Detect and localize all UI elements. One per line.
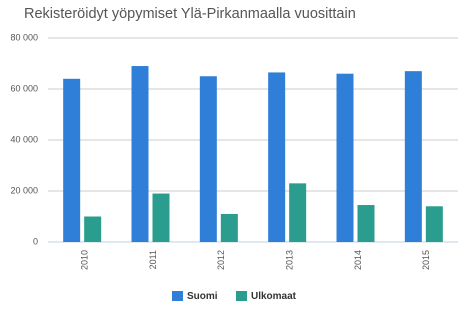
bar (404, 71, 422, 243)
legend-swatch (172, 291, 183, 301)
bar (336, 73, 354, 242)
bar (131, 66, 149, 242)
bar (152, 193, 170, 242)
bar (268, 72, 286, 242)
bar (289, 183, 307, 242)
x-tick-label: 2010 (80, 250, 90, 270)
bar (220, 213, 238, 242)
y-tick-label: 80 000 (10, 32, 38, 42)
y-tick-label: 60 000 (10, 83, 38, 93)
legend-swatch (236, 291, 247, 301)
x-tick-label: 2015 (421, 250, 431, 270)
x-tick-label: 2011 (148, 250, 158, 269)
x-tick-label: 2013 (285, 250, 295, 270)
bar (425, 206, 443, 242)
x-tick-label: 2012 (216, 250, 226, 270)
y-tick-label: 40 000 (10, 134, 38, 144)
y-tick-label: 20 000 (10, 185, 38, 195)
legend-label: Ulkomaat (251, 291, 297, 302)
bar (357, 205, 375, 242)
x-tick-label: 2014 (353, 250, 363, 270)
bar (63, 78, 81, 242)
chart-title: Rekisteröidyt yöpymiset Ylä-Pirkanmaalla… (24, 6, 356, 22)
legend-label: Suomi (187, 291, 218, 302)
bar (84, 216, 102, 242)
y-tick-label: 0 (33, 236, 38, 246)
bar (199, 76, 217, 242)
